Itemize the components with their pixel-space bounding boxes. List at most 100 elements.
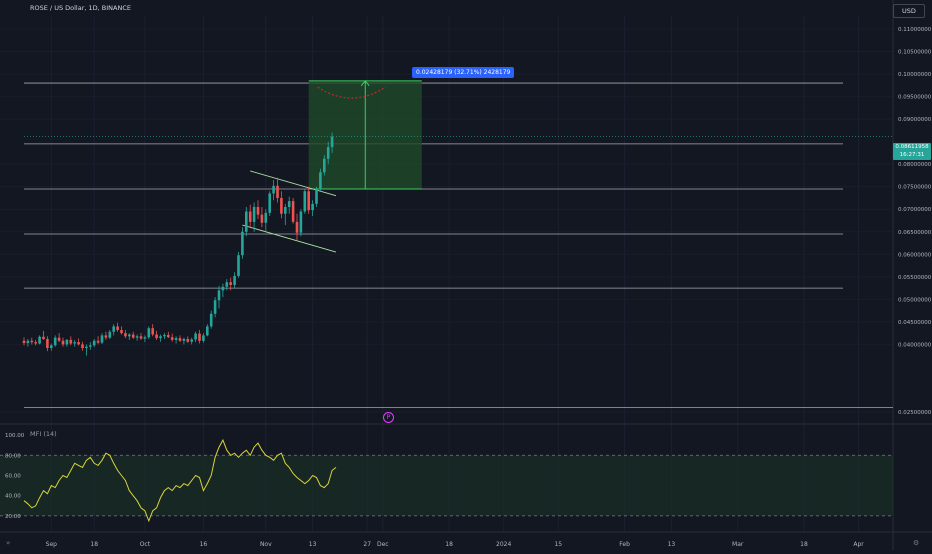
candle-body-62 [264,212,268,223]
candle-body-35 [159,336,162,339]
candle-65 [276,177,279,203]
candle-body-71 [299,211,303,233]
candle-14 [77,338,80,346]
candle-72 [303,188,307,214]
candle-body-18 [92,340,96,346]
candle-body-33 [151,328,154,335]
time-tick-label-12: 13 [668,541,676,548]
candle-3 [34,339,37,346]
candle-body-2 [30,340,34,343]
candle-body-25 [120,329,123,334]
candle-5 [42,330,45,340]
candle-body-61 [260,214,264,223]
candle-body-0 [22,340,26,344]
candle-body-6 [46,339,49,349]
mfi-band-layer [0,454,893,517]
flag-icon[interactable]: P [383,412,394,423]
candle-42 [186,336,190,344]
candle-67 [284,203,287,226]
candle-49 [213,297,217,318]
candle-35 [159,334,162,342]
price-tick-label-13: 0.04000000 [898,342,932,348]
candle-20 [100,333,104,344]
candle-66 [280,191,283,219]
trendline-1 [242,224,337,253]
candle-78 [326,141,330,165]
candle-39 [174,336,178,344]
candle-body-64 [272,185,275,194]
candle-body-10 [61,340,65,345]
candle-body-78 [326,147,330,159]
candle-52 [225,279,229,291]
candle-33 [151,324,154,337]
currency-button[interactable]: USD [893,4,925,18]
candle-body-16 [85,346,88,349]
candle-body-58 [248,211,252,222]
horizontal-levels [24,82,893,408]
price-tick-label-2: 0.10000000 [898,72,932,78]
trendlines [242,170,337,253]
candle-body-14 [77,342,80,345]
candle-body-45 [198,333,201,341]
candle-body-72 [303,191,307,212]
time-tick-label-1: 18 [90,541,98,548]
candle-26 [124,329,127,339]
target-arc [317,86,386,99]
candle-45 [198,329,201,344]
candle-2 [30,337,34,345]
time-tick-label-7: Dec [377,541,389,548]
candle-73 [307,186,310,214]
candle-body-74 [311,203,314,211]
candle-body-29 [135,336,139,338]
price-tick-label-7: 0.07000000 [898,207,932,213]
candle-body-11 [65,339,69,345]
candle-12 [69,336,73,346]
candle-71 [299,209,303,237]
candle-23 [112,324,115,336]
candle-body-36 [163,334,166,337]
candle-15 [81,341,84,351]
candle-body-5 [42,336,45,340]
candle-10 [61,337,65,347]
candle-body-68 [287,201,291,207]
candle-body-48 [209,313,213,327]
time-tick-label-14: 18 [800,541,808,548]
candle-37 [167,331,170,339]
candle-40 [178,335,182,343]
time-tick-label-4: Nov [260,541,272,548]
candle-body-50 [217,290,221,301]
candle-62 [264,209,268,232]
time-tick-label-2: Oct [140,541,151,548]
measure-tool [308,80,422,190]
candle-29 [135,334,139,341]
candle-36 [163,333,166,340]
candle-60 [256,200,260,220]
trendline-0 [250,170,337,197]
candle-61 [260,206,264,228]
candle-body-55 [237,255,240,276]
double-chevron-icon[interactable]: » [6,539,11,547]
candle-body-31 [143,337,147,339]
candle-body-53 [229,282,232,285]
price-tick-label-11: 0.05000000 [898,297,932,303]
candle-55 [237,252,240,278]
time-tick-label-0: Sep [46,541,58,548]
candle-43 [190,337,193,345]
time-tick-label-3: 16 [200,541,208,548]
candle-body-15 [81,344,84,349]
candle-57 [245,206,248,237]
candle-53 [229,277,232,291]
candle-body-57 [245,211,248,232]
candle-body-69 [291,201,295,222]
candle-body-8 [53,337,57,346]
gear-icon[interactable]: ⚙ [913,539,920,547]
candle-64 [272,179,275,201]
mfi-tick-label-4: 20.00 [5,514,21,520]
candle-body-22 [108,331,112,338]
axes: 0.11000000 0.10500000 0.10000000 0.09500000… [5,27,932,548]
candle-body-51 [221,286,225,291]
time-tick-label-13: Mar [732,541,744,548]
last-price-tag: 0.08611958 16:27:31 [893,143,931,160]
